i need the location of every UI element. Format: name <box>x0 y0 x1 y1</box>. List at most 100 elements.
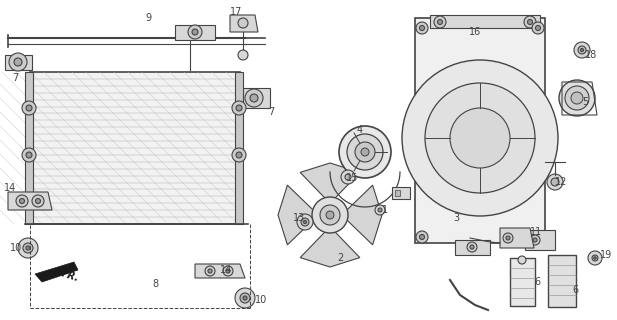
Circle shape <box>22 148 36 162</box>
Text: 16: 16 <box>469 27 481 37</box>
Circle shape <box>297 214 313 230</box>
Circle shape <box>416 22 428 34</box>
Circle shape <box>532 231 544 243</box>
Text: 17: 17 <box>230 7 242 17</box>
Circle shape <box>578 46 586 54</box>
Circle shape <box>574 42 590 58</box>
Circle shape <box>226 269 230 273</box>
Circle shape <box>36 198 41 204</box>
Text: 7: 7 <box>12 73 18 83</box>
Circle shape <box>536 26 540 30</box>
Bar <box>392 187 410 199</box>
Circle shape <box>188 25 202 39</box>
Text: 5: 5 <box>582 97 588 107</box>
Circle shape <box>238 18 248 28</box>
Text: 8: 8 <box>152 279 158 289</box>
Circle shape <box>434 16 446 28</box>
Circle shape <box>205 266 215 276</box>
Text: 7: 7 <box>268 107 274 117</box>
Circle shape <box>304 220 307 223</box>
Circle shape <box>238 50 248 60</box>
Circle shape <box>528 20 532 25</box>
Polygon shape <box>300 163 360 198</box>
Circle shape <box>533 238 537 242</box>
Polygon shape <box>455 240 490 255</box>
Circle shape <box>559 80 595 116</box>
Text: 10: 10 <box>10 243 22 253</box>
Polygon shape <box>175 25 215 40</box>
Circle shape <box>208 269 212 273</box>
Text: 15: 15 <box>346 173 358 183</box>
Circle shape <box>402 60 558 216</box>
Circle shape <box>420 26 424 30</box>
Circle shape <box>581 49 584 52</box>
Circle shape <box>551 178 559 186</box>
Polygon shape <box>300 232 360 267</box>
Circle shape <box>23 243 33 253</box>
Text: 18: 18 <box>585 50 597 60</box>
Circle shape <box>26 152 32 158</box>
Text: 9: 9 <box>145 13 151 23</box>
Circle shape <box>588 251 602 265</box>
Polygon shape <box>238 88 270 108</box>
Polygon shape <box>35 262 78 282</box>
Circle shape <box>236 105 242 111</box>
Circle shape <box>506 236 510 240</box>
Bar <box>30 72 240 224</box>
Circle shape <box>355 142 375 162</box>
Circle shape <box>345 174 351 180</box>
Circle shape <box>22 101 36 115</box>
Circle shape <box>518 256 526 264</box>
Text: 14: 14 <box>220 265 232 275</box>
Circle shape <box>9 53 27 71</box>
Circle shape <box>18 238 38 258</box>
Bar <box>235 72 243 224</box>
Bar <box>30 72 240 224</box>
Text: 6: 6 <box>572 285 578 295</box>
Circle shape <box>450 108 510 168</box>
Polygon shape <box>230 15 258 32</box>
Circle shape <box>532 22 544 34</box>
Circle shape <box>236 152 242 158</box>
Circle shape <box>425 83 535 193</box>
Circle shape <box>245 89 263 107</box>
Polygon shape <box>5 55 32 70</box>
Text: 3: 3 <box>453 213 459 223</box>
Circle shape <box>320 205 340 225</box>
Circle shape <box>223 266 233 276</box>
Circle shape <box>232 101 246 115</box>
Text: 13: 13 <box>292 213 305 223</box>
Circle shape <box>375 205 385 215</box>
Circle shape <box>416 231 428 243</box>
Circle shape <box>524 16 536 28</box>
Text: 10: 10 <box>255 295 267 305</box>
Circle shape <box>32 195 44 207</box>
Circle shape <box>14 58 22 66</box>
Circle shape <box>361 148 369 156</box>
Circle shape <box>565 86 589 110</box>
Bar <box>415 18 545 243</box>
Circle shape <box>192 29 198 35</box>
Circle shape <box>437 20 442 25</box>
Polygon shape <box>278 185 313 245</box>
Circle shape <box>592 255 598 261</box>
Circle shape <box>26 105 32 111</box>
Polygon shape <box>525 230 555 250</box>
Polygon shape <box>347 185 382 245</box>
Text: 1: 1 <box>382 205 388 215</box>
Text: 4: 4 <box>357 125 363 135</box>
Circle shape <box>339 126 391 178</box>
Circle shape <box>378 208 382 212</box>
Circle shape <box>467 242 477 252</box>
Bar <box>395 190 400 196</box>
Circle shape <box>594 257 596 259</box>
Circle shape <box>503 233 513 243</box>
Polygon shape <box>430 15 540 28</box>
Circle shape <box>470 245 474 249</box>
Circle shape <box>240 293 250 303</box>
Circle shape <box>326 211 334 219</box>
Bar <box>548 255 576 307</box>
Text: 6: 6 <box>534 277 540 287</box>
Text: 19: 19 <box>600 250 612 260</box>
Circle shape <box>347 134 383 170</box>
